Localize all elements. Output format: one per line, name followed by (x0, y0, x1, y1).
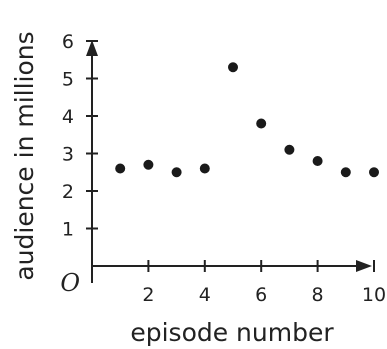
y-ticks: 1 2 3 4 5 6 (62, 31, 98, 241)
data-point (369, 167, 379, 178)
y-tick-label: 5 (62, 69, 74, 91)
x-axis-arrowhead (356, 260, 372, 272)
data-point (340, 167, 351, 178)
data-point (284, 144, 295, 155)
x-tick-label: 2 (142, 284, 154, 306)
data-point (115, 163, 126, 174)
data-point (312, 156, 323, 166)
data-points (115, 62, 379, 178)
x-tick-label: 4 (199, 284, 211, 306)
y-axis-title: audience in millions (10, 31, 39, 280)
data-point (228, 62, 238, 73)
data-point (256, 118, 267, 129)
y-axis-arrowhead (86, 40, 98, 56)
data-point (143, 159, 154, 170)
y-tick-label: 4 (62, 106, 74, 128)
x-ticks: 2 4 6 8 10 (142, 260, 386, 306)
y-tick-label: 3 (62, 144, 74, 166)
origin-label: O (60, 269, 80, 297)
data-point (171, 167, 182, 178)
x-axis-title: episode number (130, 318, 334, 347)
x-tick-label: 6 (255, 284, 267, 306)
x-tick-label: 10 (362, 284, 386, 306)
data-point (199, 163, 210, 174)
y-tick-label: 2 (62, 181, 74, 203)
axes (86, 40, 372, 283)
y-tick-label: 1 (62, 219, 74, 241)
x-tick-label: 8 (312, 284, 324, 306)
y-tick-label: 6 (62, 31, 74, 53)
